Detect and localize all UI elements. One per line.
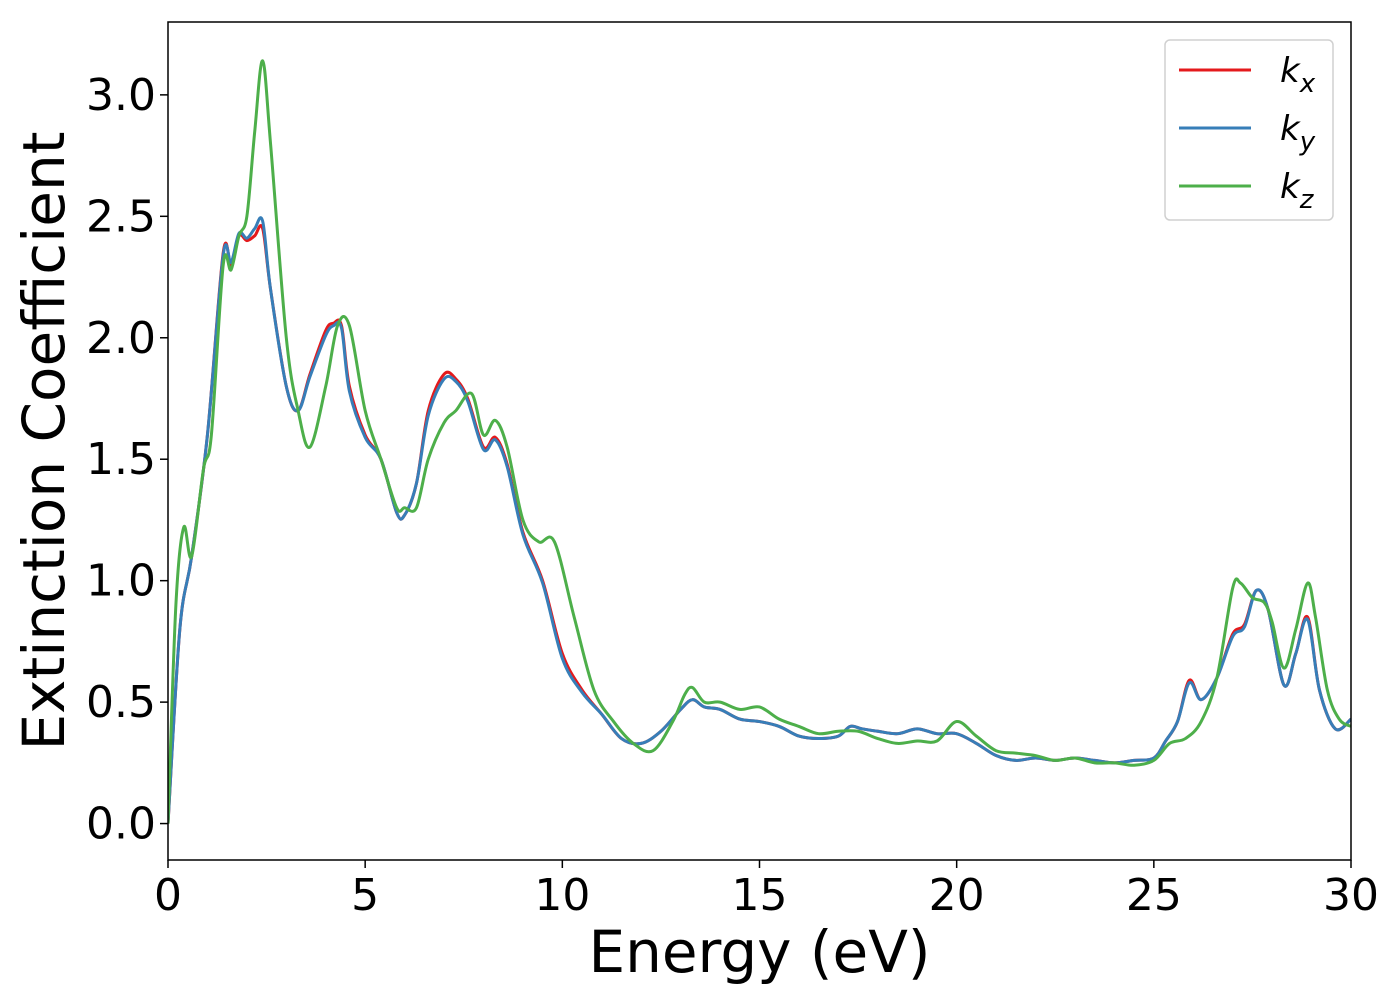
y-tick-label: 0.5: [86, 677, 156, 728]
y-tick-label: 0.0: [86, 799, 156, 850]
legend-label-y: ky: [1280, 109, 1316, 157]
x-tick-label: 10: [534, 870, 590, 921]
legend-label-base: k: [1280, 51, 1301, 91]
y-tick-label: 1.5: [86, 434, 156, 485]
y-tick-label: 2.5: [86, 191, 156, 242]
series-line-z: [168, 59, 1351, 824]
series-line-x: [168, 224, 1351, 824]
legend-label-z: kz: [1280, 167, 1315, 215]
legend-box: [1164, 39, 1334, 221]
legend-label-base: k: [1280, 167, 1301, 207]
x-tick-label: 0: [154, 870, 182, 921]
y-tick-label: 2.0: [86, 313, 156, 364]
x-tick-label: 30: [1323, 870, 1379, 921]
series-line-y: [168, 216, 1351, 824]
y-axis-title: Extinction Coefficient: [10, 132, 78, 751]
x-tick-label: 20: [929, 870, 985, 921]
legend-label-x: kx: [1280, 51, 1316, 99]
x-axis-title: Energy (eV): [588, 918, 930, 986]
x-axis-ticks: 0 5 10 15 20 25 30: [154, 860, 1379, 921]
plot-frame: [167, 21, 1352, 861]
plot-area: [168, 59, 1351, 824]
legend-label-base: k: [1280, 109, 1301, 149]
legend-label-subscript: z: [1299, 185, 1315, 215]
x-tick-label: 15: [732, 870, 788, 921]
y-tick-label: 3.0: [86, 70, 156, 121]
legend-label-subscript: x: [1299, 69, 1316, 99]
y-tick-label: 1.0: [86, 556, 156, 607]
legend-label-subscript: y: [1299, 127, 1316, 157]
x-tick-label: 5: [351, 870, 379, 921]
x-tick-label: 25: [1126, 870, 1182, 921]
y-axis-ticks: 0.0 0.5 1.0 1.5 2.0 2.5 3.0: [86, 70, 168, 850]
